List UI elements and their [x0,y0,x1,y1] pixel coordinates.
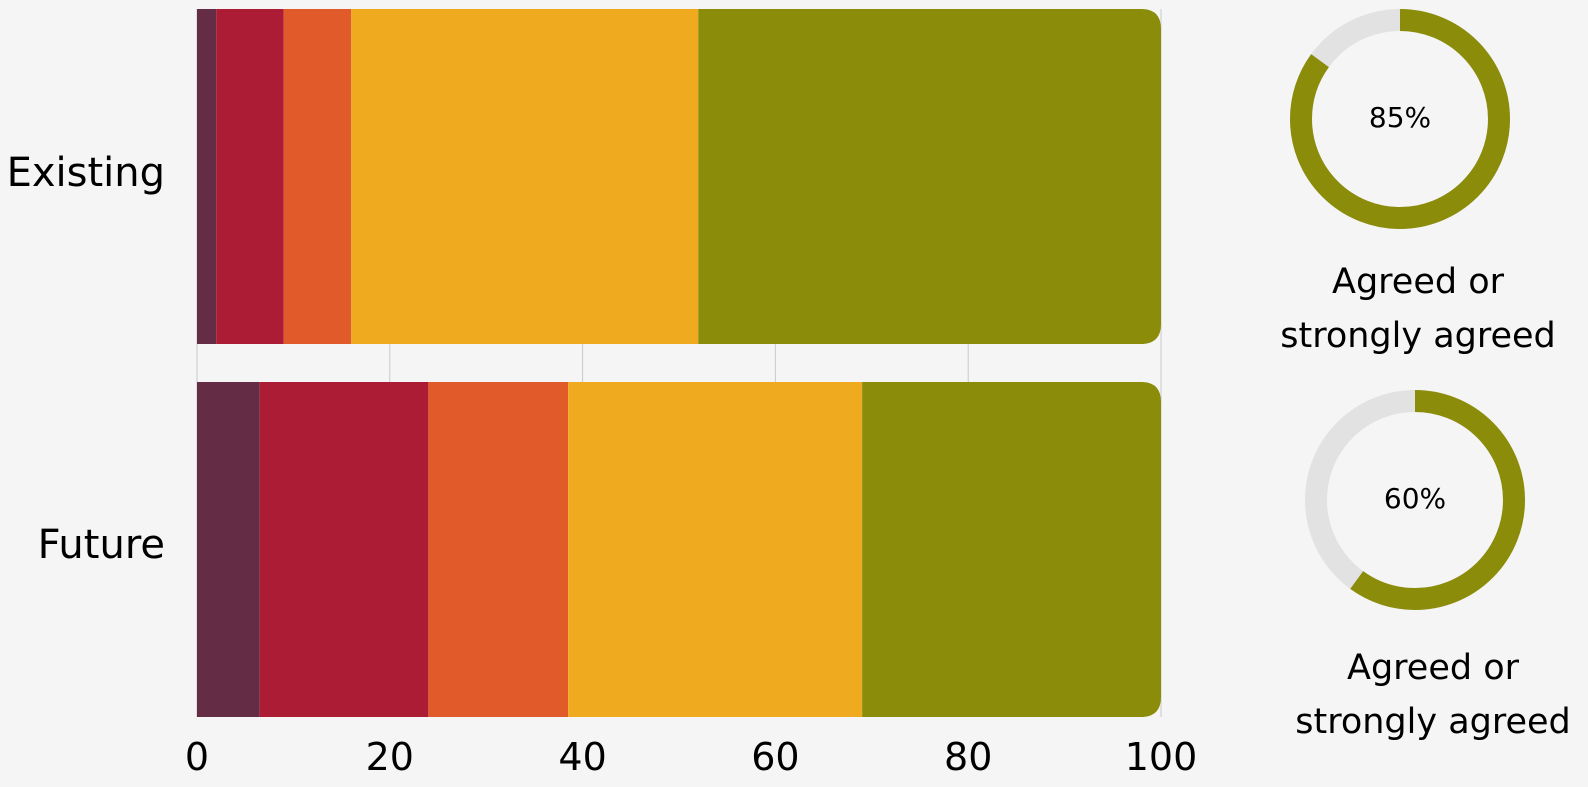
bar-segment [259,382,429,717]
donut-caption-line1: Agreed or [1332,262,1504,302]
donut-layer: 85% 60% [1290,9,1525,610]
bar-segment [698,9,1161,344]
x-tick-label: 40 [558,735,606,779]
bar-segment [283,9,352,344]
donut-caption-line1: Agreed or [1347,648,1519,688]
bar-segment [197,9,217,344]
donut-caption-existing: Agreed or strongly agreed [1258,255,1578,363]
category-label: Future [38,522,165,568]
donut-caption-line2: strongly agreed [1280,316,1556,356]
donut-arc [1290,9,1510,229]
x-tick-label: 0 [185,735,209,779]
bar-segment [351,9,699,344]
x-tick-label: 60 [751,735,799,779]
bar-segment [568,382,863,717]
donut-value-label: 85% [1369,101,1431,134]
x-tick-label: 100 [1125,735,1198,779]
bar-segment [862,382,1161,717]
labels-layer: Existing Future 0 20 40 60 80 100 [7,150,1198,779]
bar-segment [216,9,284,344]
bars-layer [197,9,1161,717]
x-tick-label: 20 [366,735,414,779]
bar-segment [428,382,569,717]
donut-value-label: 60% [1384,482,1446,515]
x-tick-label: 80 [944,735,992,779]
bar-segment [197,382,260,717]
category-label: Existing [7,150,165,196]
donut-caption-future: Agreed or strongly agreed [1273,641,1588,749]
donut-caption-line2: strongly agreed [1295,702,1571,742]
donut-arc [1305,390,1525,610]
